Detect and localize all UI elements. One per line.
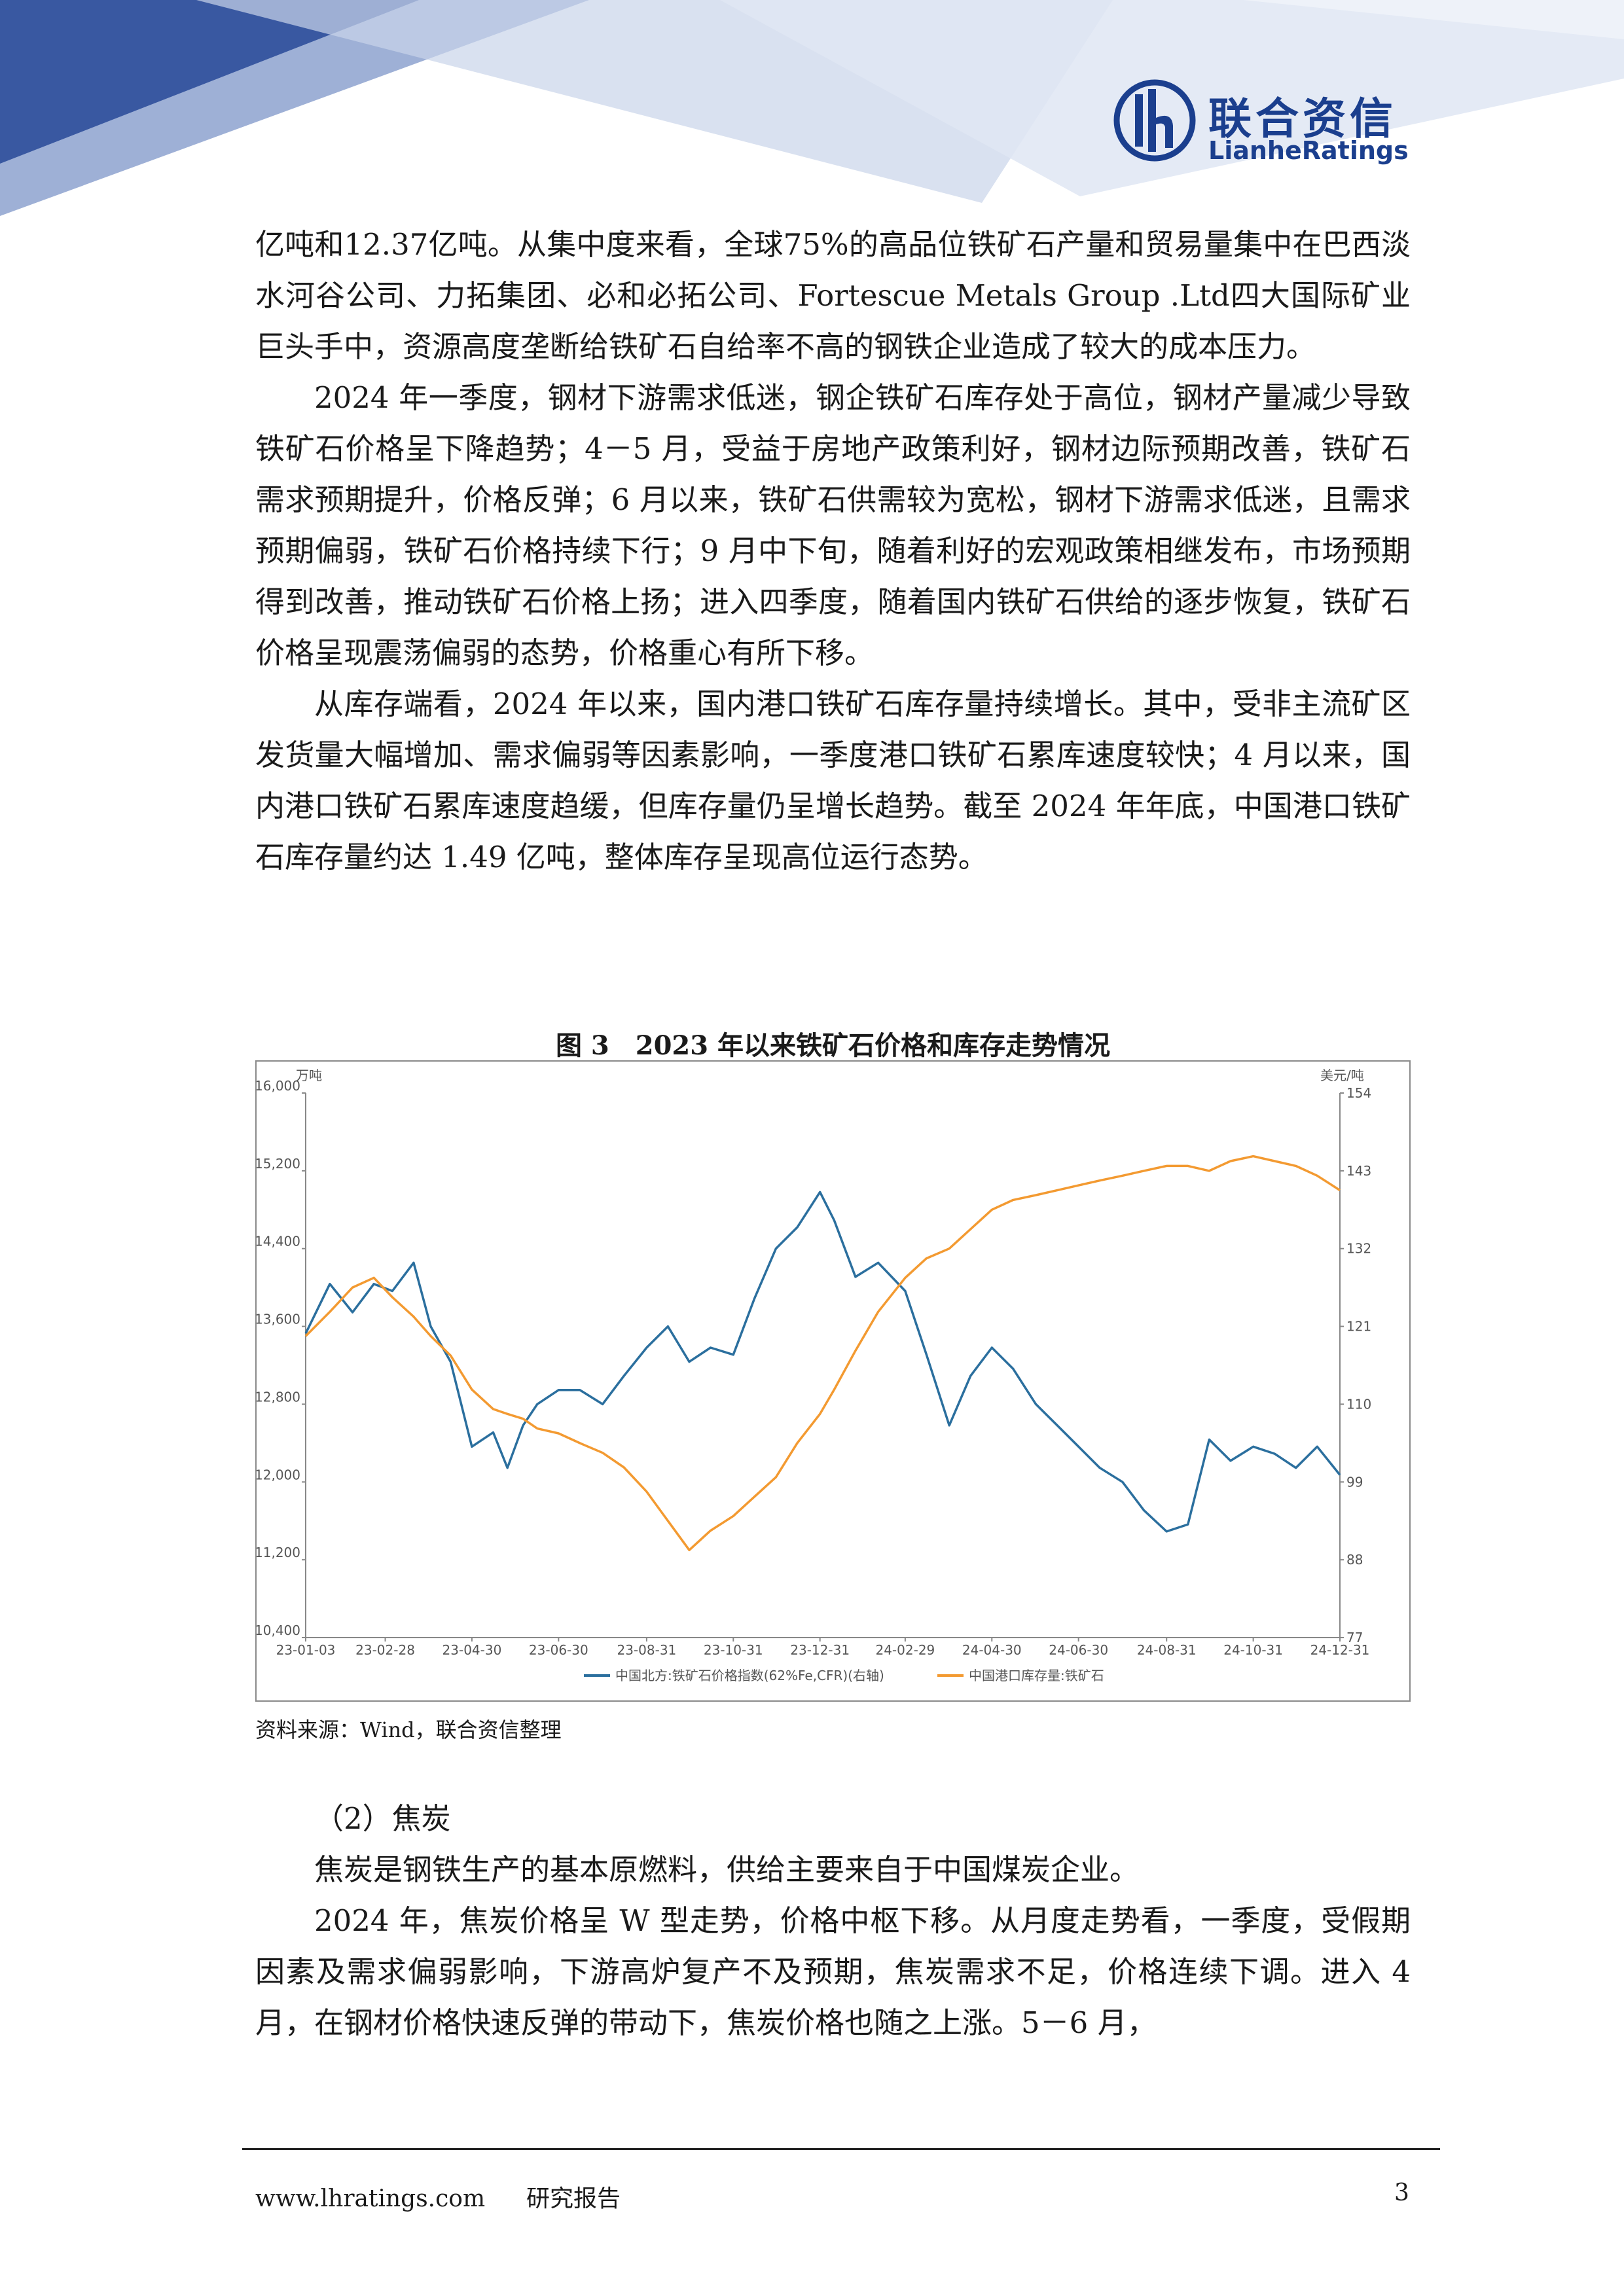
body-text: 亿吨和12.37亿吨。从集中度来看，全球75%的高品位铁矿石产量和贸易量集中在巴… (255, 219, 1411, 883)
x-tick-label: 23-06-30 (529, 1642, 588, 1658)
right-tick-label: 99 (1346, 1474, 1363, 1490)
logo-chinese-name: 联合资信 (1208, 94, 1397, 144)
x-tick-label: 24-12-31 (1310, 1642, 1370, 1658)
section-2: （2）焦炭 焦炭是钢铁生产的基本原燃料，供给主要来自于中国煤炭企业。 2024 … (255, 1793, 1411, 2049)
x-tick-label: 23-10-31 (704, 1642, 763, 1658)
paragraph: 2024 年一季度，钢材下游需求低迷，钢企铁矿石库存处于高位，钢材产量减少导致铁… (255, 380, 1411, 670)
left-tick-label: 15,200 (257, 1156, 300, 1172)
x-tick-label: 24-02-29 (875, 1642, 935, 1658)
figure-source: 资料来源：Wind，联合资信整理 (255, 1717, 562, 1742)
paragraph: 从库存端看，2024 年以来，国内港口铁矿石库存量持续增长。其中，受非主流矿区发… (255, 687, 1411, 874)
logo-english-name: LianheRatings (1208, 136, 1409, 165)
footer-rule (242, 2148, 1440, 2150)
x-tick-label: 23-02-28 (355, 1642, 415, 1658)
right-tick-label: 88 (1346, 1552, 1363, 1568)
x-tick-label: 23-12-31 (790, 1642, 850, 1658)
section-heading: （2）焦炭 (314, 1801, 451, 1836)
x-tick-label: 24-04-30 (962, 1642, 1022, 1658)
left-tick-label: 14,400 (257, 1234, 300, 1249)
left-tick-label: 12,800 (257, 1389, 300, 1405)
paragraph: 焦炭是钢铁生产的基本原燃料，供给主要来自于中国煤炭企业。 (314, 1852, 1140, 1887)
left-tick-label: 13,600 (257, 1312, 300, 1327)
paragraph: 亿吨和12.37亿吨。从集中度来看，全球75%的高品位铁矿石产量和贸易量集中在巴… (255, 227, 1411, 364)
right-tick-label: 132 (1346, 1241, 1371, 1257)
figure-title: 图 3 2023 年以来铁矿石价格和库存走势情况 (555, 1030, 1110, 1061)
x-tick-label: 24-06-30 (1049, 1642, 1108, 1658)
legend-label: 中国北方:铁矿石价格指数(62%Fe,CFR)(右轴) (615, 1668, 884, 1683)
lianhe-logo-icon (1113, 79, 1196, 162)
right-axis-unit: 美元/吨 (1320, 1067, 1364, 1083)
x-tick-label: 23-01-03 (276, 1642, 336, 1658)
paragraph: 2024 年，焦炭价格呈 W 型走势，价格中枢下移。从月度走势看，一季度，受假期… (255, 1903, 1411, 2040)
right-tick-label: 154 (1346, 1085, 1371, 1101)
line-chart: 万吨 美元/吨 16,000 15,200 14,400 13,600 12,800 12,0… (257, 1067, 1371, 1683)
x-tick-label: 23-04-30 (442, 1642, 502, 1658)
series-line-iron-ore-price (304, 1191, 1341, 1533)
right-tick-label: 77 (1346, 1630, 1363, 1645)
left-axis-unit: 万吨 (296, 1067, 322, 1083)
left-tick-label: 10,400 (257, 1623, 300, 1638)
x-tick-label: 23-08-31 (617, 1642, 676, 1658)
right-tick-label: 143 (1346, 1163, 1371, 1179)
left-tick-label: 16,000 (257, 1078, 300, 1094)
legend-label: 中国港口库存量:铁矿石 (969, 1668, 1104, 1683)
header-decoration (0, 0, 1624, 216)
left-tick-label: 12,000 (257, 1467, 300, 1482)
right-tick-label: 121 (1346, 1319, 1371, 1335)
chart-frame: 万吨 美元/吨 16,000 15,200 14,400 13,600 12,800 12,0… (255, 1060, 1411, 1702)
series-line-port-inventory (304, 1155, 1341, 1552)
company-logo: 联合资信 LianheRatings (1113, 79, 1414, 170)
footer-doc-type: 研究报告 (526, 2185, 621, 2212)
x-tick-label: 24-10-31 (1223, 1642, 1283, 1658)
footer-info: www.lhratings.com 研究报告 (255, 2179, 621, 2214)
x-tick-label: 24-08-31 (1137, 1642, 1197, 1658)
left-tick-label: 11,200 (257, 1545, 300, 1560)
right-tick-label: 110 (1346, 1396, 1371, 1412)
page-number: 3 (1394, 2179, 1409, 2206)
footer-website-link[interactable]: www.lhratings.com (255, 2185, 486, 2212)
